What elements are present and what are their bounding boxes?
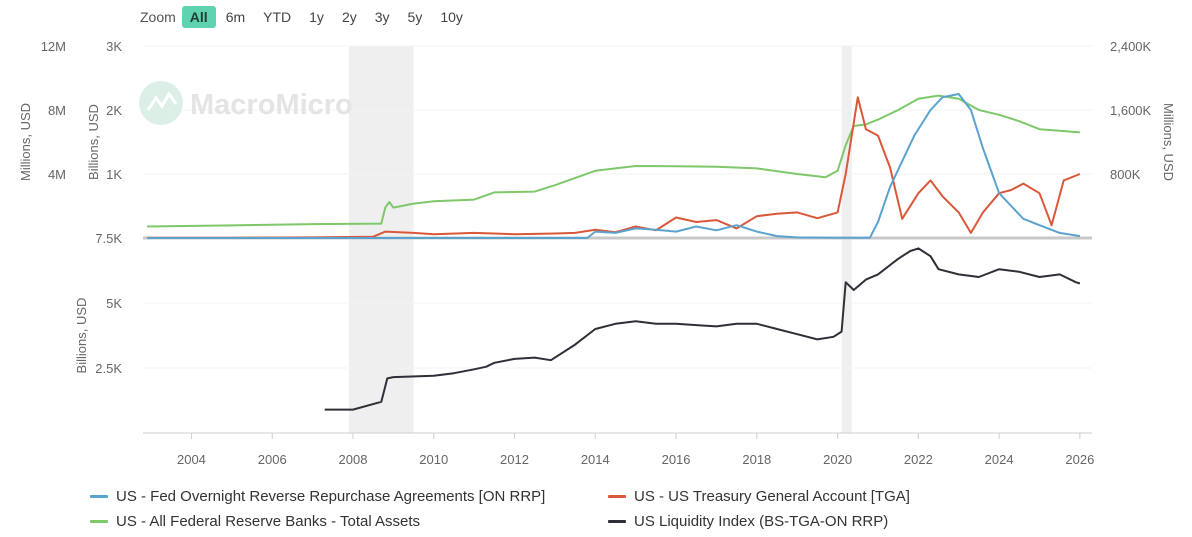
zoom-1y-button[interactable]: 1y	[309, 9, 324, 25]
lower-left-axis-label: Billions, USD	[74, 298, 89, 374]
x-tick-label-2022: 2022	[904, 452, 933, 467]
zoom-ytd-button[interactable]: YTD	[263, 9, 292, 25]
upper-right-tick-2: 2,400K	[1110, 39, 1152, 54]
x-tick-label-2004: 2004	[177, 452, 206, 467]
legend-item-on-rrp[interactable]: US - Fed Overnight Reverse Repurchase Ag…	[90, 488, 545, 505]
zoom-6m-button[interactable]: 6m	[225, 9, 246, 25]
upper-left-outer-tick-0: 4M	[48, 167, 66, 182]
zoom-3y-button[interactable]: 3y	[374, 9, 390, 25]
liquidity-chart: MacroMicro 4M 8M 12M 1K 2K 3K 800K 1,600K 2,400K…	[18, 39, 1176, 467]
zoom-label: Zoom	[140, 9, 176, 25]
zoom-2y-button[interactable]: 2y	[341, 9, 357, 25]
upper-left-inner-tick-2: 3K	[106, 39, 122, 54]
zoom-all-button[interactable]: All	[181, 6, 216, 28]
x-tick-label-2020: 2020	[823, 452, 852, 467]
legend-swatch-tga	[608, 495, 626, 498]
x-tick-label-2026: 2026	[1065, 452, 1094, 467]
upper-right-tick-1: 1,600K	[1110, 103, 1152, 118]
legend-item-liquidity-index[interactable]: US Liquidity Index (BS-TGA-ON RRP)	[608, 513, 888, 530]
legend-swatch-liquidity-index	[608, 520, 626, 523]
watermark: MacroMicro	[139, 81, 353, 125]
x-tick-label-2018: 2018	[742, 452, 771, 467]
series-line-tga	[147, 96, 1081, 239]
x-tick-label-2012: 2012	[500, 452, 529, 467]
x-tick-label-2008: 2008	[339, 452, 368, 467]
legend-label-tga: US - US Treasury General Account [TGA]	[634, 488, 910, 505]
legend-item-tga[interactable]: US - US Treasury General Account [TGA]	[608, 488, 910, 505]
legend-swatch-total-assets	[90, 520, 108, 523]
x-tick-label-2014: 2014	[581, 452, 610, 467]
upper-left-inner-tick-0: 1K	[106, 167, 122, 182]
watermark-text: MacroMicro	[190, 89, 353, 121]
panel-separator	[143, 236, 1092, 240]
zoom-10y-button[interactable]: 10y	[440, 9, 463, 25]
upper-left-outer-tick-2: 12M	[41, 39, 66, 54]
lower-left-tick-2: 7.5K	[95, 231, 122, 246]
upper-left-outer-tick-1: 8M	[48, 103, 66, 118]
upper-left-outer-axis-label: Millions, USD	[18, 103, 33, 181]
legend-label-total-assets: US - All Federal Reserve Banks - Total A…	[116, 513, 421, 530]
lower-left-tick-1: 5K	[106, 296, 122, 311]
upper-right-tick-0: 800K	[1110, 167, 1141, 182]
upper-left-inner-tick-1: 2K	[106, 103, 122, 118]
zoom-range-selector: Zoom All 6m YTD 1y 2y 3y 5y 10y	[140, 6, 473, 28]
x-tick-label-2024: 2024	[985, 452, 1014, 467]
upper-right-axis-label: Millions, USD	[1161, 103, 1176, 181]
series-line-on-rrp	[147, 93, 1081, 239]
lower-left-tick-0: 2.5K	[95, 361, 122, 376]
x-tick-label-2010: 2010	[419, 452, 448, 467]
legend-label-on-rrp: US - Fed Overnight Reverse Repurchase Ag…	[116, 488, 546, 505]
upper-left-inner-axis-label: Billions, USD	[86, 104, 101, 180]
zoom-5y-button[interactable]: 5y	[407, 9, 423, 25]
legend-item-total-assets[interactable]: US - All Federal Reserve Banks - Total A…	[90, 513, 420, 530]
x-tick-label-2016: 2016	[662, 452, 691, 467]
legend-label-liquidity-index: US Liquidity Index (BS-TGA-ON RRP)	[634, 513, 889, 530]
series-line-liquidity-index	[324, 247, 1081, 411]
x-tick-label-2006: 2006	[258, 452, 287, 467]
legend-swatch-on-rrp	[90, 495, 108, 498]
